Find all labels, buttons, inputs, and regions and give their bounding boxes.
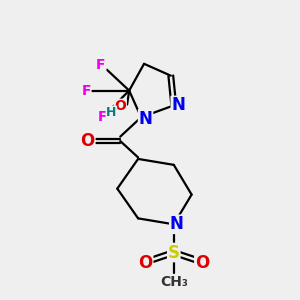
Text: CH₃: CH₃ — [160, 275, 188, 289]
Text: N: N — [139, 110, 152, 128]
Text: F: F — [96, 58, 106, 72]
Text: H: H — [106, 106, 116, 119]
Text: N: N — [171, 96, 185, 114]
Text: O: O — [138, 254, 153, 272]
Text: O: O — [195, 254, 209, 272]
Text: S: S — [168, 244, 180, 262]
Text: F: F — [81, 84, 91, 98]
Text: F: F — [98, 110, 107, 124]
Text: O: O — [114, 99, 126, 113]
Text: O: O — [80, 132, 95, 150]
Text: N: N — [170, 215, 184, 233]
